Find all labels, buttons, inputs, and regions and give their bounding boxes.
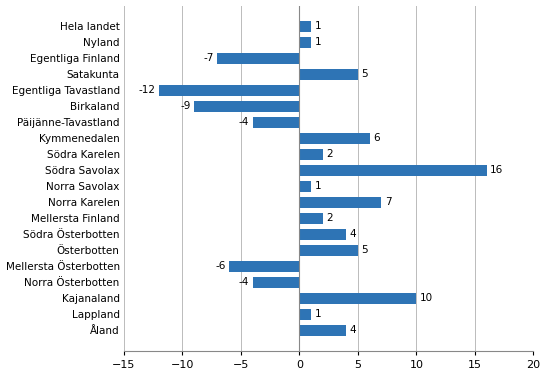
Bar: [194, 101, 299, 112]
Text: 2: 2: [327, 214, 333, 223]
Text: 4: 4: [349, 229, 357, 240]
Text: 16: 16: [490, 165, 503, 176]
Bar: [299, 293, 417, 304]
Bar: [299, 165, 486, 176]
Bar: [299, 69, 358, 80]
Text: -9: -9: [180, 102, 191, 111]
Text: 1: 1: [314, 21, 321, 32]
Text: 1: 1: [314, 309, 321, 320]
Text: 1: 1: [314, 182, 321, 191]
Bar: [299, 149, 323, 160]
Bar: [253, 277, 299, 288]
Bar: [299, 197, 381, 208]
Text: -7: -7: [204, 53, 214, 64]
Text: -4: -4: [239, 277, 249, 288]
Text: 6: 6: [373, 133, 379, 144]
Text: 5: 5: [361, 70, 368, 79]
Bar: [299, 229, 346, 240]
Bar: [299, 245, 358, 256]
Bar: [217, 53, 299, 64]
Text: 2: 2: [327, 150, 333, 159]
Text: 1: 1: [314, 38, 321, 47]
Bar: [253, 117, 299, 128]
Text: 7: 7: [385, 197, 391, 208]
Bar: [299, 213, 323, 224]
Text: -4: -4: [239, 117, 249, 127]
Bar: [229, 261, 299, 272]
Text: -12: -12: [139, 85, 156, 96]
Bar: [299, 21, 311, 32]
Bar: [299, 325, 346, 336]
Bar: [159, 85, 299, 96]
Text: 10: 10: [420, 294, 433, 303]
Text: 5: 5: [361, 246, 368, 255]
Bar: [299, 37, 311, 48]
Bar: [299, 181, 311, 192]
Text: 4: 4: [349, 326, 357, 335]
Bar: [299, 133, 370, 144]
Text: -6: -6: [215, 261, 225, 271]
Bar: [299, 309, 311, 320]
